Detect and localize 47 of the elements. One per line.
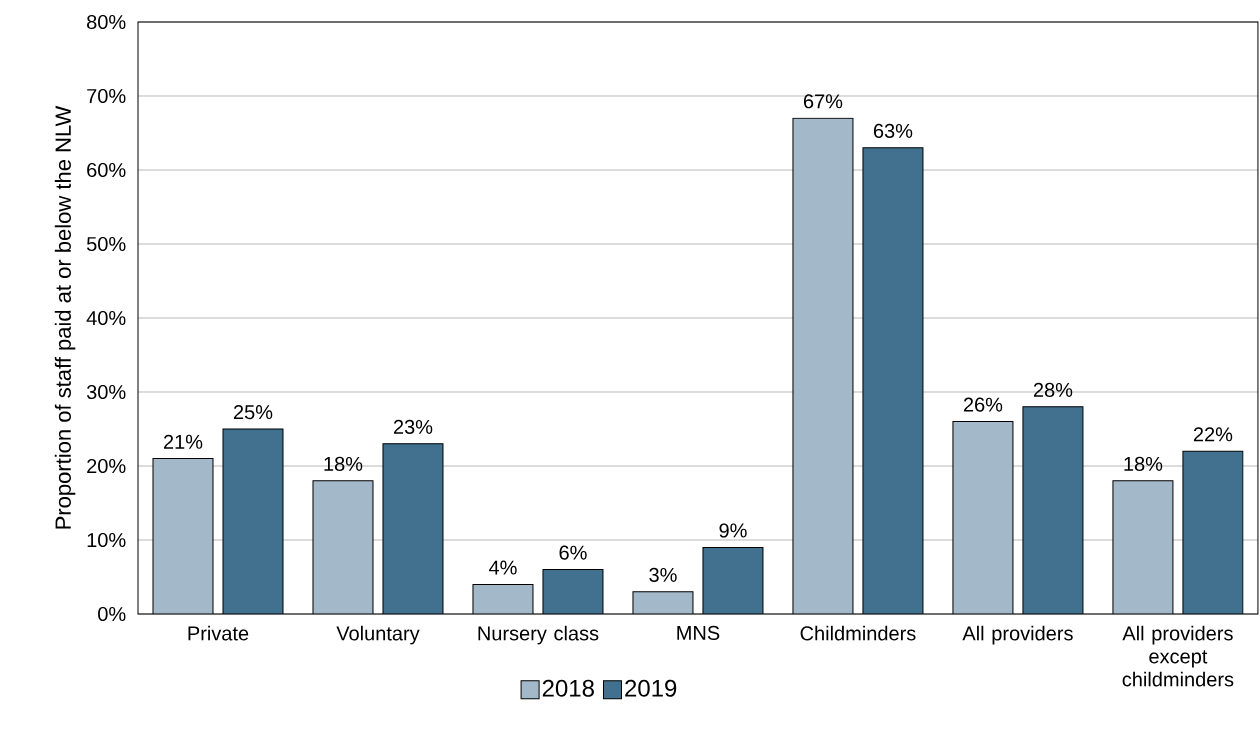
bar [792, 118, 853, 614]
x-tick-label: MNS [677, 625, 720, 640]
bar [1022, 406, 1083, 614]
x-tick-label: All providers except childminders [1122, 625, 1234, 687]
bar [472, 584, 533, 614]
bar [1112, 480, 1174, 614]
y-tick-label: 40% [86, 310, 126, 326]
bar [542, 569, 603, 614]
bar [223, 429, 283, 614]
y-tick-label: 10% [87, 532, 126, 548]
data-label: 18% [1124, 456, 1163, 471]
bar [702, 547, 763, 614]
y-tick-label: 20% [87, 458, 126, 474]
data-label: 28% [1033, 382, 1073, 397]
bar [312, 480, 373, 614]
bar [632, 591, 693, 614]
bar [382, 443, 443, 614]
data-label: 22% [1193, 427, 1233, 442]
data-label: 67% [803, 94, 843, 109]
x-tick-label: Voluntary [336, 625, 420, 645]
y-tick-label: 0% [98, 606, 126, 622]
data-label: 21% [163, 434, 203, 449]
x-tick-label: Nursery class [478, 625, 599, 645]
y-tick-label: 80% [87, 14, 126, 30]
y-tick-label: 30% [86, 384, 126, 400]
data-label: 3% [649, 567, 677, 582]
data-label: 63% [873, 123, 913, 138]
legend-label: 2018 [542, 679, 594, 697]
y-axis-title: Proportion of staff paid at or below the NLW [54, 105, 76, 529]
x-tick-label: Private [188, 625, 249, 641]
data-label: 18% [324, 456, 363, 471]
data-label: 26% [963, 397, 1003, 412]
data-label: 23% [393, 419, 433, 434]
data-label: 25% [233, 405, 273, 420]
data-label: 6% [559, 545, 587, 560]
legend-label: 2019 [625, 679, 677, 697]
y-tick-label: 60% [87, 162, 126, 178]
data-label: 4% [488, 560, 517, 575]
y-tick-label: 50% [86, 236, 126, 252]
x-tick-label: All providers [962, 625, 1073, 645]
data-label: 9% [719, 523, 747, 538]
bar [952, 421, 1013, 614]
x-tick-label: Childminders [800, 625, 916, 641]
bar [1182, 450, 1244, 614]
bar [862, 147, 923, 614]
bar [153, 458, 213, 614]
y-tick-label: 70% [87, 88, 126, 104]
